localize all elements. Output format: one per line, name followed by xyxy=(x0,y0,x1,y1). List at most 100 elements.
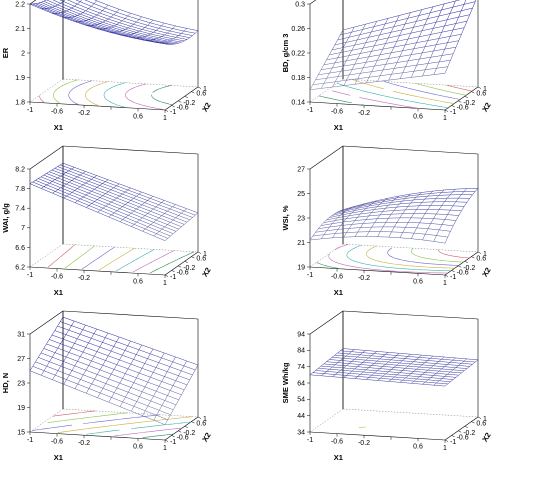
surface-mesh xyxy=(29,0,199,45)
contour-level-4 xyxy=(358,426,367,428)
x2-tick-label: 1 xyxy=(483,416,487,423)
x2-axis: -1-0.6-0.20.61 X2 xyxy=(164,86,213,116)
z-tick-label: 7.4 xyxy=(15,206,25,213)
x1-axis-label: X1 xyxy=(54,123,63,132)
z-tick-label: 23 xyxy=(17,380,25,387)
contour-level-3 xyxy=(86,421,191,435)
z-axis-label: WSI, % xyxy=(281,205,290,230)
x2-tick-label: -0.6 xyxy=(457,104,469,111)
box-frame xyxy=(309,310,479,441)
surface-mesh xyxy=(309,0,477,90)
x2-tick-label: -0.6 xyxy=(457,269,469,276)
x2-tick-label: 1 xyxy=(483,86,487,93)
contour-level-7 xyxy=(437,249,470,259)
contour-lines xyxy=(32,410,193,438)
contour-level-4 xyxy=(366,245,455,269)
x1-axis-label: X1 xyxy=(54,288,63,297)
z-tick-label: 19 xyxy=(297,264,305,271)
x2-axis: -1-0.6-0.20.61 X2 xyxy=(444,86,493,116)
z-tick-label: 1.8 xyxy=(15,99,25,106)
x1-axis-label: X1 xyxy=(334,288,343,297)
contour-level-4 xyxy=(352,79,455,104)
contour-level-6 xyxy=(47,412,128,423)
contour-level-5 xyxy=(387,247,459,266)
x2-axis-label: X2 xyxy=(200,266,213,279)
x1-tick-label: -0.2 xyxy=(358,110,370,117)
z-tick-label: 0.3 xyxy=(295,1,305,8)
x1-axis: -1 -0.6 -0.2 0.6 1 X1 xyxy=(307,102,447,132)
contour-level-1 xyxy=(149,251,195,274)
contour-level-1 xyxy=(151,85,173,106)
x2-tick-label: -0.6 xyxy=(177,434,189,441)
x1-tick-label: 0.6 xyxy=(133,113,143,120)
z-tick-label: 34 xyxy=(297,429,305,436)
x2-tick-label: -1 xyxy=(450,274,456,281)
z-axis: 0.14 0.18 0.22 0.26 0.3 BD, g/cm 3 xyxy=(281,1,310,106)
x2-tick-label: 0.6 xyxy=(196,421,206,428)
contour-lines xyxy=(318,79,473,109)
z-tick-label: 6.6 xyxy=(15,245,25,252)
x2-axis-label: X2 xyxy=(480,431,493,444)
z-axis: 34 44 54 64 74 84 94 SME Wh/kg xyxy=(281,331,310,436)
x2-tick-label: 0.6 xyxy=(196,256,206,263)
contour-level-4 xyxy=(98,247,135,271)
x1-tick-label: -0.2 xyxy=(78,110,90,117)
x1-axis-label: X1 xyxy=(54,453,63,462)
x1-axis-label: X1 xyxy=(334,453,343,462)
x2-tick-label: -0.6 xyxy=(177,104,189,111)
contour-level-6 xyxy=(64,245,95,269)
z-tick-label: 2.1 xyxy=(15,26,25,33)
z-tick-label: 64 xyxy=(297,380,305,387)
z-axis-label: BD, g/cm 3 xyxy=(281,34,290,73)
x1-tick-label: -0.6 xyxy=(331,274,343,281)
x1-tick-label: -0.2 xyxy=(78,275,90,282)
z-tick-label: 7.8 xyxy=(15,186,25,193)
contour-level-5 xyxy=(32,414,161,431)
x1-tick-label: -0.2 xyxy=(358,440,370,447)
contour-level-7 xyxy=(39,78,65,104)
contour-level-6 xyxy=(410,247,464,263)
x2-tick-label: 0.6 xyxy=(196,91,206,98)
z-axis-label: ER xyxy=(1,47,10,58)
box-frame xyxy=(29,0,199,111)
x2-tick-label: -0.2 xyxy=(463,265,475,272)
x2-tick-label: -1 xyxy=(170,109,176,116)
x1-tick-label: -0.2 xyxy=(78,440,90,447)
z-tick-label: 25 xyxy=(297,191,305,198)
x2-axis-label: X2 xyxy=(480,101,493,114)
contour-level-2 xyxy=(114,427,183,437)
contour-level-1 xyxy=(316,262,342,270)
z-axis: 6.2 6.6 7 7.4 7.8 8.2 WAI, g/g xyxy=(1,166,30,271)
x2-tick-label: -0.2 xyxy=(183,430,195,437)
x2-tick-label: -0.6 xyxy=(177,269,189,276)
contour-level-2 xyxy=(132,250,175,273)
contour-level-4 xyxy=(57,416,193,433)
z-tick-label: 94 xyxy=(297,331,305,338)
contour-level-1 xyxy=(142,433,174,438)
x1-axis: -1 -0.6 -0.2 0.6 1 X1 xyxy=(307,267,447,297)
x2-tick-label: -0.2 xyxy=(183,265,195,272)
x2-tick-label: 0.6 xyxy=(476,256,486,263)
x2-tick-label: -0.2 xyxy=(463,100,475,107)
z-tick-label: 27 xyxy=(297,166,305,173)
contour-level-3 xyxy=(336,83,449,109)
box-frame xyxy=(29,310,199,441)
z-axis: 19 21 23 25 27 WSI, % xyxy=(281,166,310,271)
x1-tick-label: 1 xyxy=(443,280,447,287)
z-axis: 1.8 1.9 2 2.1 2.2 ER xyxy=(1,1,30,106)
z-tick-label: 23 xyxy=(297,215,305,222)
surface-mesh xyxy=(29,162,199,241)
x2-tick-label: -1 xyxy=(450,109,456,116)
contour-level-4 xyxy=(85,81,108,107)
z-tick-label: 1.9 xyxy=(15,75,25,82)
x1-axis: -1 -0.6 -0.2 0.6 1 X1 xyxy=(307,432,447,462)
z-tick-label: 0.22 xyxy=(291,50,305,57)
x1-tick-label: -1 xyxy=(307,107,313,114)
x1-tick-label: -0.2 xyxy=(358,275,370,282)
x2-axis: -1-0.6-0.20.61 X2 xyxy=(164,251,213,281)
z-tick-label: 2.2 xyxy=(15,1,25,8)
